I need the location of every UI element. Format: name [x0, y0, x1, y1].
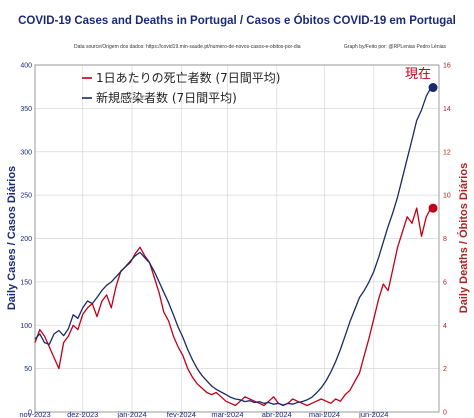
y-right-label: Daily Deaths / Óbitos Diários	[457, 163, 470, 313]
x-tick-label: jan-2024	[116, 410, 146, 418]
x-tick-label: mai-2024	[309, 410, 340, 418]
y-left-tick-label: 0	[28, 410, 32, 417]
y-right-tick-label: 12	[443, 149, 451, 156]
x-tick-label: nov-2023	[19, 410, 50, 418]
chart-title: COVID-19 Cases and Deaths in Portugal / …	[18, 14, 456, 27]
y-left-tick-label: 350	[20, 106, 32, 113]
current-point-deaths	[428, 203, 438, 213]
x-tick-label: mar-2024	[211, 410, 243, 418]
y-right-tick-label: 4	[443, 323, 447, 330]
y-right-axis: 0 2 4 6 8 10 12 14 16	[443, 63, 451, 417]
y-right-tick-label: 6	[443, 279, 447, 286]
plot-frame	[34, 64, 440, 413]
y-right-tick-label: 0	[443, 410, 447, 417]
y-left-tick-label: 400	[20, 63, 32, 70]
series-line-deaths	[34, 207, 432, 407]
x-tick-label: fev-2024	[167, 410, 196, 418]
series-line-cases	[34, 87, 432, 406]
credit-note: Graph by/Feito por: @RPLenias Pedro Léni…	[344, 44, 447, 50]
legend-label-deaths: 1日あたりの死亡者数 (7日間平均)	[96, 70, 280, 85]
y-left-tick-label: 100	[20, 323, 32, 330]
x-tick-label: jun-2024	[358, 410, 388, 418]
legend-label-cases: 新規感染者数 (7日間平均)	[96, 90, 237, 105]
x-tick-label: dez-2023	[67, 410, 98, 418]
source-note: Data source/Origem dos dados: https://co…	[74, 44, 301, 50]
y-left-label: Daily Cases / Casos Diários	[6, 166, 18, 310]
y-left-tick-label: 200	[20, 236, 32, 243]
y-left-tick-label: 50	[24, 366, 32, 373]
y-right-tick-label: 2	[443, 366, 447, 373]
x-tick-label: abr-2024	[262, 410, 292, 418]
legend: 1日あたりの死亡者数 (7日間平均) 新規感染者数 (7日間平均)	[82, 70, 280, 105]
current-point-cases	[428, 83, 438, 93]
grid	[34, 64, 439, 413]
y-left-tick-label: 150	[20, 279, 32, 286]
y-right-tick-label: 8	[443, 236, 447, 243]
y-left-tick-label: 300	[20, 149, 32, 156]
current-label: 現在	[405, 67, 431, 82]
y-right-tick-label: 10	[443, 193, 451, 200]
series-layer	[34, 83, 438, 407]
y-right-tick-label: 16	[443, 63, 451, 70]
y-left-tick-label: 250	[20, 193, 32, 200]
y-right-tick-label: 14	[443, 106, 451, 113]
y-left-axis: 0 50 100 150 200 250 300 350 400	[20, 63, 32, 417]
x-axis: nov-2023 dez-2023 jan-2024 fev-2024 mar-2024…	[19, 410, 388, 418]
